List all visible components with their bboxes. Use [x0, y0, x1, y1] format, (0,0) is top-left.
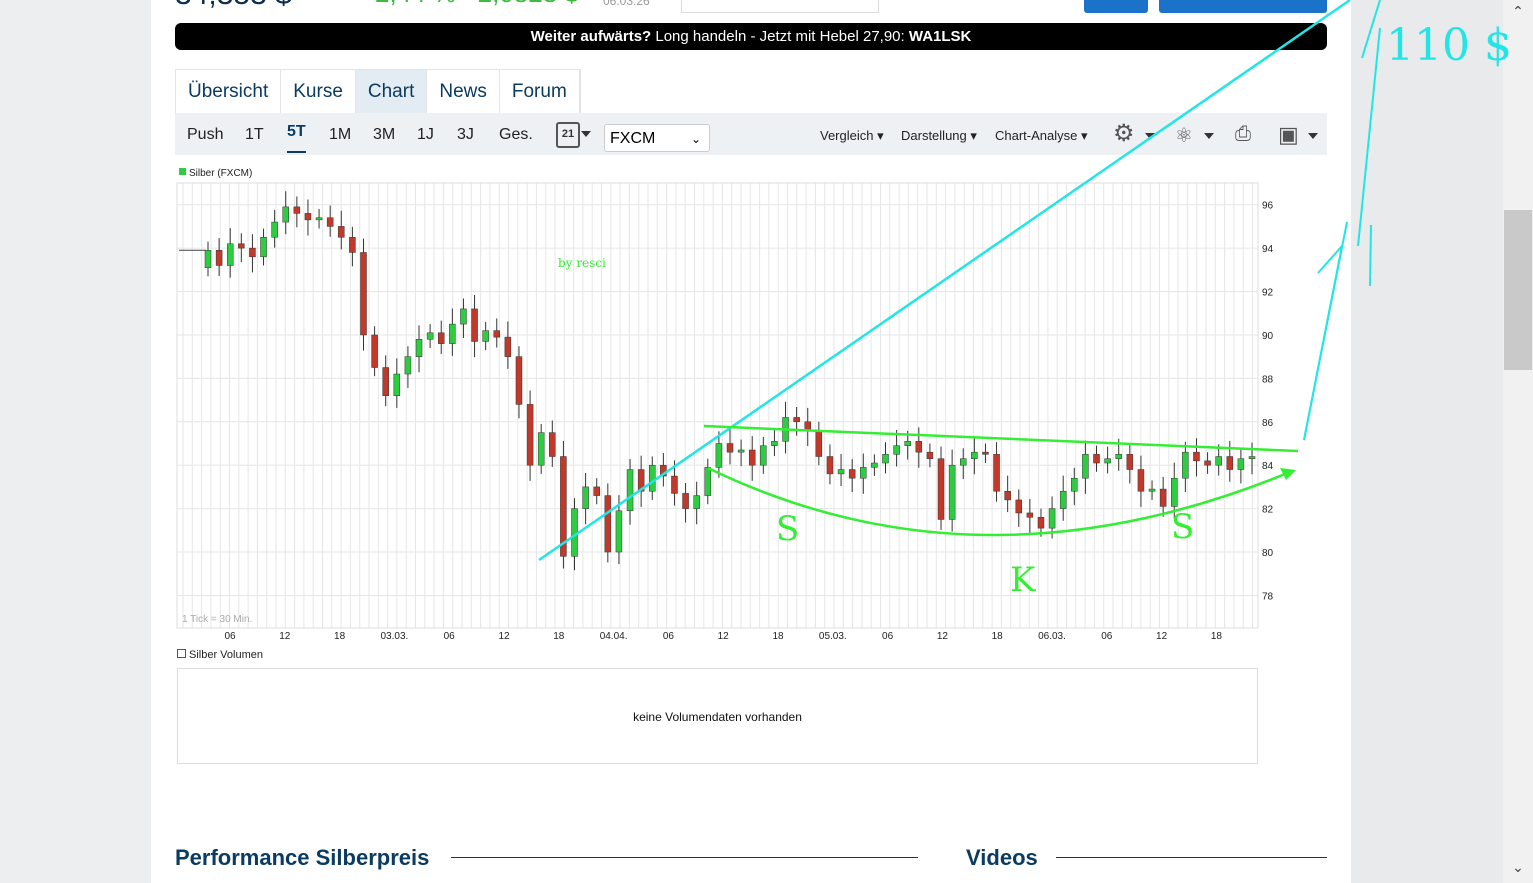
- page-scrollbar[interactable]: [1503, 0, 1533, 883]
- side-background: [1351, 0, 1503, 883]
- range-push[interactable]: Push: [187, 126, 224, 143]
- menu-label: Vergleich: [820, 128, 874, 143]
- range-3j[interactable]: 3J: [457, 126, 474, 143]
- menu-label: Chart-Analyse: [995, 128, 1078, 143]
- menu-label: Darstellung: [901, 128, 967, 143]
- trade-button[interactable]: [1159, 0, 1327, 13]
- chevron-down-icon: ⌄: [690, 132, 701, 146]
- print-icon[interactable]: ⎙: [1235, 123, 1251, 145]
- volume-legend: Silber Volumen: [177, 649, 263, 661]
- tab-chart[interactable]: Chart: [355, 70, 428, 114]
- save-icon[interactable]: ▣: [1278, 122, 1299, 147]
- volume-panel: keine Volumendaten vorhanden: [177, 668, 1258, 764]
- range-1j[interactable]: 1J: [417, 126, 434, 143]
- divider: [1056, 857, 1327, 858]
- chevron-down-icon[interactable]: [581, 131, 591, 137]
- volume-legend-label: Silber Volumen: [189, 649, 263, 661]
- videos-heading: Videos: [966, 845, 1038, 870]
- chart-toolbar: Push 1T 5T 1M 3M 1J 3J Ges. 21 FXCM ⌄ Vergleich …: [175, 113, 1327, 155]
- promo-banner[interactable]: Weiter aufwärts? Long handeln - Jetzt mi…: [175, 23, 1327, 50]
- change-absolute: 2,0823 $: [478, 0, 579, 8]
- menu-vergleich[interactable]: Vergleich ▾: [820, 128, 884, 143]
- exchange-select[interactable]: FXCM ⌄: [604, 124, 710, 152]
- divider: [451, 857, 918, 858]
- price-value: 34,353 $: [175, 0, 292, 12]
- menu-chart-analyse[interactable]: Chart-Analyse ▾: [995, 128, 1088, 143]
- indicator-icon[interactable]: ⚛: [1175, 125, 1193, 147]
- range-ges[interactable]: Ges.: [499, 126, 533, 143]
- chevron-down-icon[interactable]: [1204, 133, 1214, 139]
- gear-icon[interactable]: ⚙: [1113, 120, 1135, 147]
- scroll-up-icon[interactable]: ⌃: [1512, 4, 1524, 20]
- quote-date: 06.03.26: [603, 0, 650, 8]
- scrollbar-thumb[interactable]: [1504, 210, 1532, 370]
- instrument-tabs: Übersicht Kurse Chart News Forum: [175, 69, 581, 114]
- range-3m[interactable]: 3M: [373, 126, 396, 143]
- performance-heading: Performance Silberpreis: [175, 845, 430, 870]
- range-1t[interactable]: 1T: [245, 126, 264, 143]
- price-change: 2,44 % 2,0823 $: [375, 0, 579, 9]
- tab-news[interactable]: News: [427, 70, 500, 114]
- chevron-down-icon[interactable]: [1145, 133, 1155, 139]
- action-button[interactable]: [1084, 0, 1148, 13]
- menu-darstellung[interactable]: Darstellung ▾: [901, 128, 977, 143]
- banner-text: Long handeln - Jetzt mit Hebel 27,90:: [651, 28, 909, 45]
- range-1m[interactable]: 1M: [329, 126, 352, 143]
- calendar-icon[interactable]: 21: [556, 122, 580, 148]
- exchange-value: FXCM: [610, 130, 656, 147]
- banner-lead: Weiter aufwärts?: [530, 28, 652, 45]
- banner-code: WA1LSK: [908, 28, 972, 45]
- change-percent: 2,44 %: [375, 0, 456, 8]
- range-5t[interactable]: 5T: [287, 113, 306, 153]
- tab-kurse[interactable]: Kurse: [281, 70, 356, 114]
- chevron-down-icon[interactable]: [1308, 133, 1318, 139]
- tab-übersicht[interactable]: Übersicht: [176, 70, 282, 114]
- scroll-down-icon[interactable]: ⌄: [1512, 860, 1524, 876]
- quote-box: [681, 0, 879, 13]
- volume-swatch: [177, 649, 186, 658]
- tab-forum[interactable]: Forum: [500, 70, 580, 114]
